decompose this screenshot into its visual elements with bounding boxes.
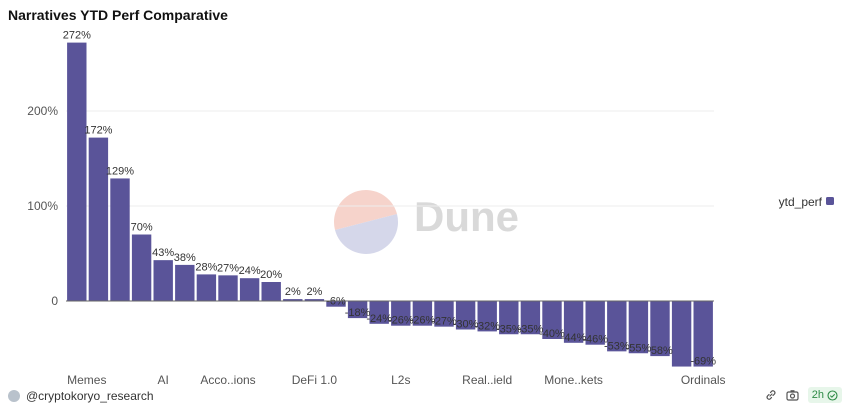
watermark-logo-top — [333, 190, 397, 230]
data-label: 27% — [217, 262, 239, 274]
bar[interactable] — [369, 301, 389, 324]
check-icon — [827, 389, 838, 401]
watermark-text: Dune — [414, 193, 519, 240]
bar-series[interactable] — [67, 42, 713, 367]
data-label: -6% — [326, 296, 346, 308]
data-label: -18% — [345, 307, 371, 319]
username: @cryptokoryo_research — [26, 389, 154, 403]
x-tick-label: Ordinals — [681, 373, 726, 385]
data-label: -27% — [431, 316, 457, 328]
bar[interactable] — [261, 282, 281, 301]
watermark-logo-bottom — [335, 214, 399, 254]
avatar — [8, 390, 20, 402]
grid-lines — [66, 110, 714, 207]
data-label: -46% — [582, 334, 608, 346]
bar[interactable] — [175, 264, 195, 301]
bar[interactable] — [434, 301, 454, 327]
data-label: 38% — [174, 252, 196, 264]
bar[interactable] — [304, 299, 325, 301]
legend-label: ytd_perf — [779, 195, 823, 209]
bar[interactable] — [239, 278, 260, 301]
legend[interactable]: ytd_perf — [779, 195, 834, 209]
data-label: -30% — [453, 319, 479, 331]
data-label: 20% — [260, 269, 282, 281]
y-tick-label: 0 — [51, 294, 58, 308]
x-tick-label: Acco..ions — [200, 373, 255, 385]
bar[interactable] — [671, 301, 692, 367]
data-label: -55% — [626, 342, 652, 354]
data-label: 43% — [152, 247, 174, 259]
x-tick-label: L2s — [391, 373, 410, 385]
refresh-badge[interactable]: 2h — [807, 387, 842, 403]
data-label: 70% — [131, 222, 153, 234]
bar[interactable] — [412, 301, 433, 326]
bar[interactable] — [542, 301, 562, 339]
bar[interactable] — [520, 301, 541, 335]
legend-swatch — [826, 197, 834, 205]
bar[interactable] — [88, 137, 109, 301]
data-label: -53% — [604, 340, 630, 352]
data-label: -35% — [518, 323, 544, 335]
data-label: -35% — [496, 323, 522, 335]
bar[interactable] — [153, 260, 173, 301]
data-label: 24% — [239, 265, 261, 277]
bar[interactable] — [326, 301, 346, 307]
bar[interactable] — [347, 301, 368, 319]
y-axis: 0 100% 200% — [27, 104, 714, 308]
x-tick-label: AI — [158, 373, 169, 385]
bar[interactable] — [110, 178, 130, 301]
footer-actions: 2h — [764, 387, 842, 403]
bar-labels: 272%172%129%70%43% 38%28% 27% 24% 20%2% 2%-6%… — [63, 30, 717, 368]
bar[interactable] — [455, 301, 476, 330]
data-label: 272% — [63, 30, 91, 42]
link-icon[interactable] — [764, 388, 778, 402]
camera-icon[interactable] — [786, 388, 800, 402]
data-label: -44% — [561, 332, 587, 344]
x-tick-label: DeFi 1.0 — [292, 373, 338, 385]
x-tick-label: Memes — [67, 373, 106, 385]
bar[interactable] — [283, 299, 303, 301]
x-tick-label: Mone..kets — [544, 373, 603, 385]
x-tick-label: Real..ield — [462, 373, 512, 385]
data-label: 172% — [84, 125, 112, 137]
chart-title: Narratives YTD Perf Comparative — [8, 7, 228, 23]
data-label: 2% — [285, 286, 301, 298]
bar[interactable] — [585, 301, 605, 345]
bar[interactable] — [391, 301, 411, 326]
bar[interactable] — [499, 301, 519, 335]
data-label: 2% — [306, 286, 322, 298]
bar[interactable] — [650, 301, 670, 357]
bar-chart: Dune 272%172%129%70%43% 38%28% 27% 24% 20%2%… — [27, 30, 834, 385]
data-label: -26% — [410, 315, 436, 327]
bar[interactable] — [693, 301, 713, 367]
bar[interactable] — [131, 234, 152, 302]
data-label: -26% — [388, 315, 414, 327]
bar[interactable] — [628, 301, 649, 354]
bar[interactable] — [67, 42, 87, 301]
y-tick-label: 200% — [27, 104, 58, 118]
data-label: -24% — [366, 313, 392, 325]
x-axis: Memes AI Acco..ions DeFi 1.0 L2s Real..ield Mo… — [67, 373, 725, 385]
bar[interactable] — [563, 301, 584, 343]
bar[interactable] — [607, 301, 627, 352]
data-label: -32% — [474, 320, 500, 332]
bar[interactable] — [196, 274, 217, 301]
data-label: 129% — [106, 165, 134, 177]
data-label: 28% — [195, 261, 217, 273]
footer-user[interactable]: @cryptokoryo_research — [8, 389, 154, 403]
dune-watermark: Dune — [333, 190, 519, 254]
data-label: -69% — [690, 356, 716, 368]
bar[interactable] — [218, 275, 238, 301]
data-label: -58% — [647, 345, 673, 357]
data-label: -40% — [539, 328, 565, 340]
y-tick-label: 100% — [27, 199, 58, 213]
bar[interactable] — [477, 301, 497, 332]
refresh-time: 2h — [811, 389, 824, 401]
